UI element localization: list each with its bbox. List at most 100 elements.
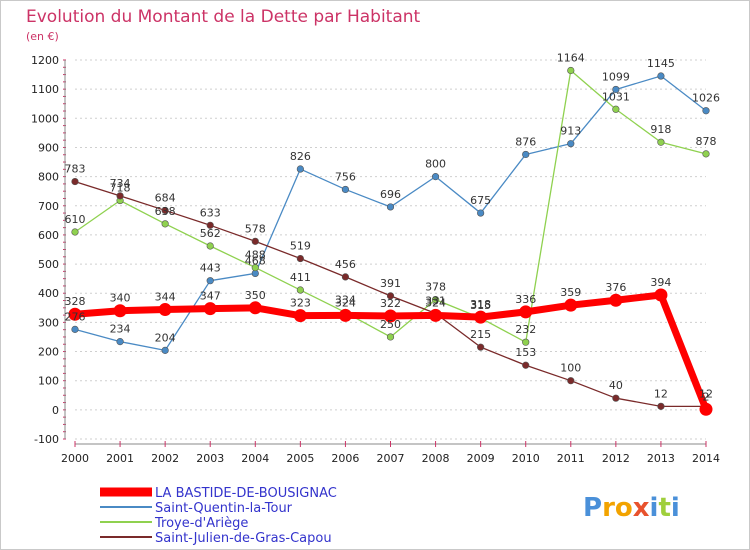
data-label: 456 bbox=[335, 258, 356, 271]
data-point bbox=[657, 402, 665, 410]
y-tick-label: 900 bbox=[38, 141, 59, 154]
data-label: 340 bbox=[110, 292, 131, 305]
y-tick-label: 600 bbox=[38, 229, 59, 242]
x-tick-label: 2012 bbox=[602, 452, 630, 465]
data-point bbox=[522, 338, 530, 346]
logo-letter: x bbox=[633, 493, 650, 523]
logo-letter: i bbox=[671, 493, 680, 523]
x-tick-label: 2014 bbox=[692, 452, 720, 465]
data-point bbox=[654, 288, 668, 302]
data-label: 918 bbox=[650, 123, 671, 136]
data-point bbox=[296, 165, 304, 173]
data-point bbox=[206, 221, 214, 229]
data-point bbox=[702, 150, 710, 158]
data-point bbox=[251, 263, 259, 272]
data-label: 250 bbox=[380, 318, 401, 331]
y-tick-label: 200 bbox=[38, 346, 59, 359]
data-label: 324 bbox=[335, 296, 356, 309]
x-tick-label: 2011 bbox=[557, 452, 585, 465]
data-label: 878 bbox=[696, 135, 717, 148]
y-tick-label: 1200 bbox=[31, 54, 59, 67]
proxiti-logo: Proxiti bbox=[583, 493, 680, 523]
data-label: 675 bbox=[470, 194, 491, 207]
data-point bbox=[116, 338, 124, 346]
logo-letter: t bbox=[658, 493, 670, 523]
data-label: 913 bbox=[560, 125, 581, 138]
data-point bbox=[248, 301, 262, 315]
data-point bbox=[699, 402, 713, 416]
data-point bbox=[71, 177, 79, 186]
data-label: 315 bbox=[470, 299, 491, 312]
data-point bbox=[71, 325, 79, 333]
data-label: 234 bbox=[110, 323, 131, 336]
data-label: 468 bbox=[245, 254, 266, 267]
data-label: 276 bbox=[65, 310, 86, 323]
data-label: 232 bbox=[515, 323, 536, 336]
data-label: 331 bbox=[425, 294, 446, 307]
data-point bbox=[657, 72, 665, 80]
data-label: 562 bbox=[200, 227, 221, 240]
data-point bbox=[567, 66, 575, 75]
x-tick-label: 2002 bbox=[151, 452, 179, 465]
data-point bbox=[657, 138, 665, 146]
data-label: 443 bbox=[200, 262, 221, 275]
data-label: 394 bbox=[650, 276, 671, 289]
data-point bbox=[474, 310, 488, 324]
data-point bbox=[296, 286, 304, 294]
data-label: 633 bbox=[200, 206, 221, 219]
logo-letter: i bbox=[650, 493, 659, 523]
data-label: 350 bbox=[245, 289, 266, 302]
data-point bbox=[71, 228, 79, 236]
chart-subtitle: (en €) bbox=[26, 30, 59, 43]
y-tick-label: 1100 bbox=[31, 83, 59, 96]
data-label: 800 bbox=[425, 158, 446, 171]
data-label: 756 bbox=[335, 170, 356, 183]
x-tick-label: 2004 bbox=[241, 452, 269, 465]
x-tick-label: 2006 bbox=[331, 452, 359, 465]
x-tick-label: 2007 bbox=[377, 452, 405, 465]
data-label: 610 bbox=[65, 213, 86, 226]
data-point bbox=[564, 298, 578, 312]
data-point bbox=[161, 346, 169, 354]
data-point bbox=[612, 394, 620, 402]
x-axis: 2000 2001 2002 2003 2004 2005 2006 2007 2008 2009… bbox=[61, 441, 720, 465]
data-label: 1026 bbox=[692, 92, 720, 105]
logo-letter: o bbox=[615, 493, 633, 523]
x-tick-label: 2009 bbox=[467, 452, 495, 465]
data-point bbox=[206, 242, 214, 250]
data-label: 378 bbox=[425, 281, 446, 294]
data-label: 318 bbox=[470, 298, 491, 311]
data-label: 488 bbox=[245, 249, 266, 262]
data-label: 324 bbox=[425, 296, 446, 309]
data-label: 336 bbox=[515, 293, 536, 306]
data-point bbox=[522, 361, 530, 369]
data-point bbox=[341, 273, 350, 281]
data-point bbox=[293, 309, 307, 323]
data-point bbox=[567, 377, 575, 385]
y-tick-label: 0 bbox=[52, 404, 59, 417]
data-label: 826 bbox=[290, 150, 311, 163]
data-label: 204 bbox=[155, 331, 176, 344]
data-point bbox=[296, 254, 304, 263]
data-point bbox=[477, 209, 485, 217]
data-point bbox=[702, 107, 710, 115]
data-point bbox=[68, 307, 82, 321]
data-point bbox=[161, 220, 169, 228]
data-point bbox=[522, 150, 530, 159]
x-tick-label: 2010 bbox=[512, 452, 540, 465]
data-label: 876 bbox=[515, 135, 536, 148]
y-tick-label: 1000 bbox=[31, 112, 59, 125]
data-label: 100 bbox=[560, 362, 581, 375]
data-point bbox=[341, 185, 350, 194]
data-label: 376 bbox=[605, 281, 626, 294]
data-label: 12 bbox=[699, 387, 713, 400]
data-point bbox=[386, 203, 395, 211]
data-label: 1031 bbox=[602, 90, 630, 103]
x-tick-label: 2000 bbox=[61, 452, 89, 465]
legend-label: LA BASTIDE-DE-BOUSIGNAC bbox=[155, 486, 337, 501]
data-label: 696 bbox=[380, 188, 401, 201]
data-point bbox=[567, 140, 575, 148]
data-label: 1164 bbox=[557, 51, 585, 64]
